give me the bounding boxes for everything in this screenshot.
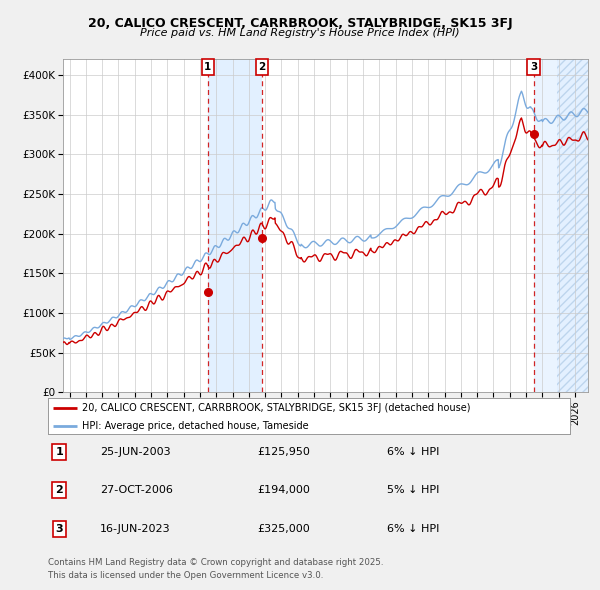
Text: 5% ↓ HPI: 5% ↓ HPI — [388, 486, 440, 495]
Bar — [557, 59, 588, 392]
Text: 1: 1 — [204, 62, 211, 72]
Text: 27-OCT-2006: 27-OCT-2006 — [100, 486, 173, 495]
Text: This data is licensed under the Open Government Licence v3.0.: This data is licensed under the Open Gov… — [48, 571, 323, 579]
Text: 20, CALICO CRESCENT, CARRBROOK, STALYBRIDGE, SK15 3FJ (detached house): 20, CALICO CRESCENT, CARRBROOK, STALYBRI… — [82, 403, 470, 413]
Text: 20, CALICO CRESCENT, CARRBROOK, STALYBRIDGE, SK15 3FJ: 20, CALICO CRESCENT, CARRBROOK, STALYBRI… — [88, 17, 512, 30]
Bar — [533, 59, 588, 392]
Text: 1: 1 — [56, 447, 64, 457]
Text: 3: 3 — [56, 524, 63, 533]
Text: 16-JUN-2023: 16-JUN-2023 — [100, 524, 171, 533]
Text: £194,000: £194,000 — [257, 486, 310, 495]
Text: Price paid vs. HM Land Registry's House Price Index (HPI): Price paid vs. HM Land Registry's House … — [140, 28, 460, 38]
Text: 6% ↓ HPI: 6% ↓ HPI — [388, 447, 440, 457]
Text: 3: 3 — [530, 62, 537, 72]
Bar — [208, 59, 262, 392]
Text: £125,950: £125,950 — [257, 447, 310, 457]
Text: 2: 2 — [56, 486, 64, 495]
Text: 25-JUN-2003: 25-JUN-2003 — [100, 447, 171, 457]
Text: Contains HM Land Registry data © Crown copyright and database right 2025.: Contains HM Land Registry data © Crown c… — [48, 558, 383, 566]
Text: 6% ↓ HPI: 6% ↓ HPI — [388, 524, 440, 533]
Text: 2: 2 — [259, 62, 266, 72]
Text: £325,000: £325,000 — [257, 524, 310, 533]
Text: HPI: Average price, detached house, Tameside: HPI: Average price, detached house, Tame… — [82, 421, 308, 431]
